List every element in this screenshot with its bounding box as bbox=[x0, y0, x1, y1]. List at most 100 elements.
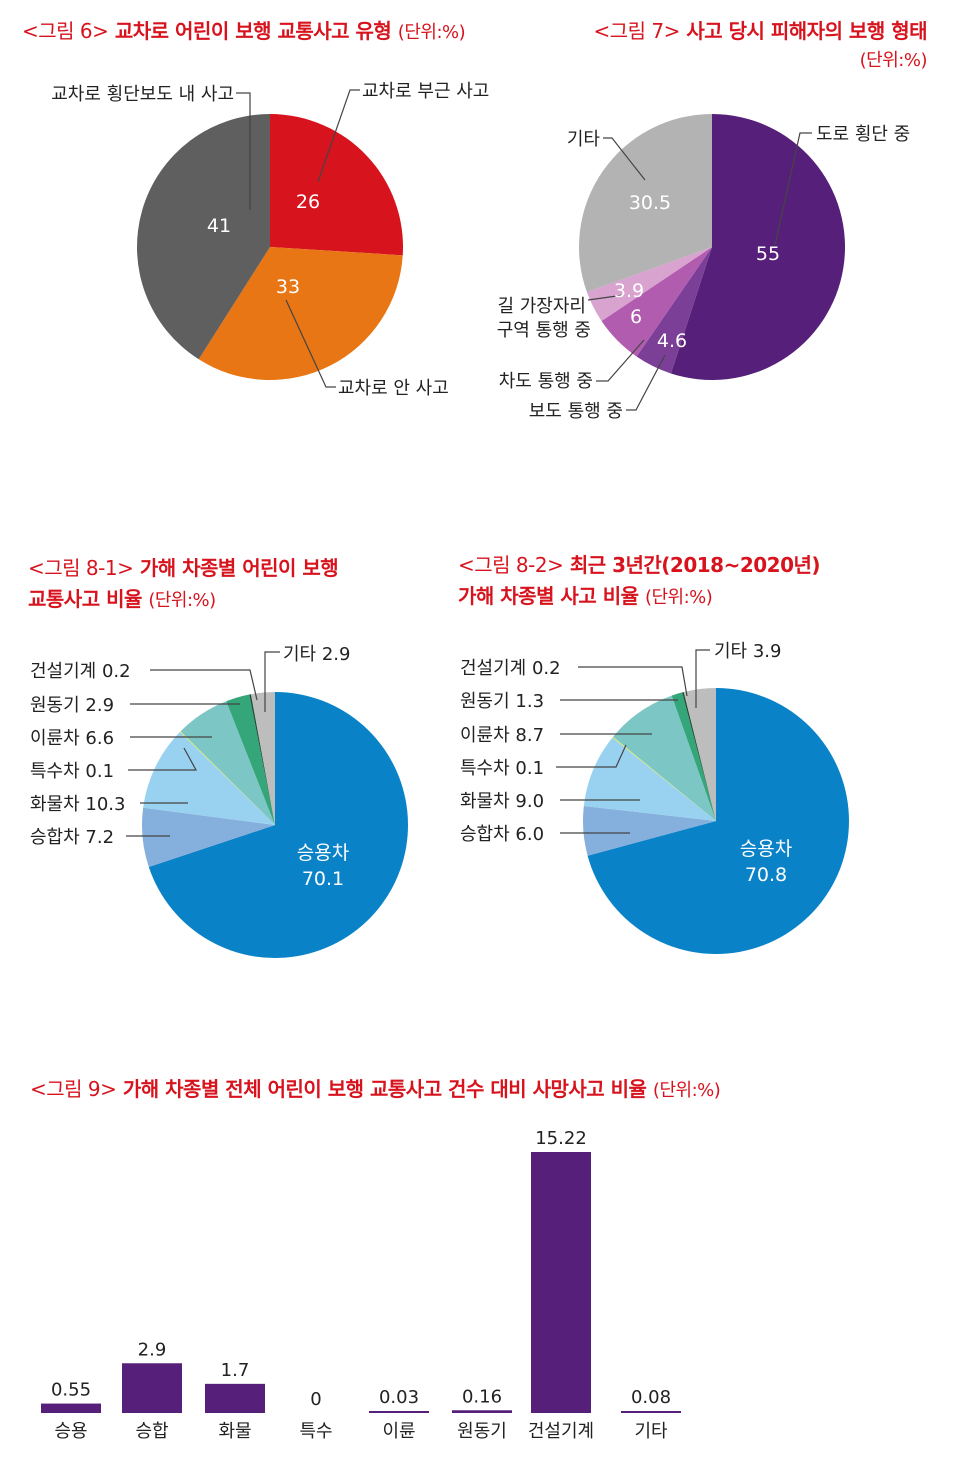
fig6-slices bbox=[136, 114, 404, 381]
fig82-slice-0 bbox=[587, 688, 849, 954]
fig82-label-건설기계: 건설기계 0.2 bbox=[460, 658, 561, 679]
fig7-label-etc: 기타 bbox=[567, 129, 601, 150]
fig9-value-승합: 2.9 bbox=[138, 1339, 167, 1360]
fig9-bar-화물 bbox=[205, 1383, 265, 1413]
fig7-value-0: 55 bbox=[756, 243, 780, 265]
fig9-category-승합: 승합 bbox=[135, 1421, 168, 1442]
fig82-title-second-line: 가해 차종별 사고 비율 (단위:%) bbox=[458, 581, 713, 613]
fig7-slice-3 bbox=[586, 247, 712, 322]
fig81-label-건설기계: 건설기계 0.2 bbox=[30, 661, 131, 682]
fig7-value-2: 6 bbox=[630, 306, 642, 328]
fig7-number: <그림 7> bbox=[593, 19, 680, 43]
fig6-title: <그림 6> 교차로 어린이 보행 교통사고 유형 (단위:%) bbox=[22, 16, 466, 48]
fig9-title: <그림 9> 가해 차종별 전체 어린이 보행 교통사고 건수 대비 사망사고 … bbox=[30, 1074, 721, 1106]
fig7-leader-etc bbox=[603, 137, 646, 181]
fig82-title-line1: 최근 3년간(2018~2020년) bbox=[569, 553, 821, 577]
fig7-slice-0 bbox=[670, 114, 846, 380]
fig9-value-특수: 0 bbox=[310, 1389, 321, 1410]
fig81-label-승합차: 승합차 7.2 bbox=[30, 827, 114, 848]
fig81-unit: (단위:%) bbox=[148, 590, 216, 611]
fig81-label-원동기: 원동기 2.9 bbox=[30, 695, 114, 716]
fig9-category-원동기: 원동기 bbox=[457, 1421, 507, 1442]
fig7-leader-sidewalk bbox=[626, 354, 666, 411]
fig81-label-화물차: 화물차 10.3 bbox=[30, 794, 125, 815]
fig7-slice-2 bbox=[601, 247, 712, 357]
fig81-leader-lines bbox=[126, 651, 280, 837]
fig81-slice-1 bbox=[141, 807, 275, 867]
fig9-value-원동기: 0.16 bbox=[462, 1386, 502, 1407]
fig9-category-건설기계: 건설기계 bbox=[528, 1421, 594, 1442]
fig7-title-text: 사고 당시 피해자의 보행 형태 bbox=[686, 19, 927, 43]
fig9-bar-건설기계 bbox=[531, 1152, 591, 1413]
fig81-title-line1: 가해 차종별 어린이 보행 bbox=[139, 556, 339, 580]
fig9-category-기타: 기타 bbox=[634, 1421, 668, 1442]
fig82-label-이륜차: 이륜차 8.7 bbox=[460, 725, 544, 746]
fig7-slice-1 bbox=[636, 247, 712, 374]
fig7-value-3: 3.9 bbox=[614, 280, 644, 302]
fig7-label-sidewalk: 보도 통행 중 bbox=[529, 401, 623, 422]
fig9-value-기타: 0.08 bbox=[631, 1387, 671, 1408]
fig6-title-text: 교차로 어린이 보행 교통사고 유형 bbox=[114, 19, 392, 43]
fig6-unit: (단위:%) bbox=[397, 22, 466, 43]
fig9-title-text: 가해 차종별 전체 어린이 보행 교통사고 건수 대비 사망사고 비율 bbox=[122, 1077, 647, 1101]
fig6-leader-near bbox=[317, 89, 360, 183]
fig81-center-label: 승용차 bbox=[297, 842, 349, 864]
fig81-label-이륜차: 이륜차 6.6 bbox=[30, 728, 114, 749]
fig7-label-lane: 차도 통행 중 bbox=[499, 371, 593, 392]
fig7-label-edge-1: 길 가장자리 bbox=[497, 296, 586, 317]
fig82-label-승합차: 승합차 6.0 bbox=[460, 824, 544, 845]
fig9-value-승용: 0.55 bbox=[51, 1380, 91, 1401]
fig82-leader-etc bbox=[695, 649, 710, 708]
fig6-label-near: 교차로 부근 사고 bbox=[362, 81, 489, 102]
fig81-slice-7 bbox=[250, 692, 275, 825]
fig7-value-1: 4.6 bbox=[657, 330, 687, 352]
fig81-leader-6 bbox=[150, 669, 258, 701]
fig81-number: <그림 8-1> bbox=[28, 556, 134, 580]
fig6-label-inside: 교차로 안 사고 bbox=[338, 378, 449, 399]
fig9-bar-이륜 bbox=[369, 1411, 429, 1413]
fig7-leader-road bbox=[774, 132, 812, 246]
fig6-slice-0 bbox=[270, 114, 404, 256]
fig82-slice-7 bbox=[683, 687, 716, 821]
fig9-category-화물: 화물 bbox=[218, 1421, 251, 1442]
fig9-bar-원동기 bbox=[452, 1410, 512, 1413]
fig6-number: <그림 6> bbox=[22, 19, 109, 43]
fig82-center-value: 70.8 bbox=[745, 864, 787, 886]
fig81-slice-2 bbox=[143, 731, 275, 825]
fig81-slice-3 bbox=[180, 731, 275, 825]
fig81-slice-0 bbox=[148, 692, 409, 958]
fig9-value-화물: 1.7 bbox=[221, 1360, 250, 1381]
fig9-category-특수: 특수 bbox=[299, 1421, 332, 1442]
fig9-value-이륜: 0.03 bbox=[379, 1387, 419, 1408]
fig6-value-2: 41 bbox=[207, 215, 231, 237]
fig9-number: <그림 9> bbox=[30, 1077, 117, 1101]
fig82-center-label: 승용차 bbox=[740, 838, 792, 860]
fig82-slice-4 bbox=[612, 695, 716, 821]
fig6-value-1: 33 bbox=[276, 276, 300, 298]
fig82-label-원동기: 원동기 1.3 bbox=[460, 691, 544, 712]
fig9-category-이륜: 이륜 bbox=[382, 1421, 415, 1442]
fig81-title: <그림 8-1> 가해 차종별 어린이 보행 bbox=[28, 553, 339, 583]
fig82-slice-6 bbox=[682, 691, 716, 821]
fig81-title-second-line: 교통사고 비율 (단위:%) bbox=[28, 584, 216, 616]
fig7-unit-line: (단위:%) bbox=[860, 44, 928, 76]
fig9-value-건설기계: 15.22 bbox=[535, 1128, 587, 1149]
fig9-category-승용: 승용 bbox=[54, 1421, 87, 1442]
fig7-title: <그림 7> 사고 당시 피해자의 보행 형태 bbox=[593, 16, 927, 46]
fig82-leader-3 bbox=[556, 744, 627, 768]
fig82-number: <그림 8-2> bbox=[458, 553, 564, 577]
fig81-slice-5 bbox=[226, 694, 275, 825]
fig81-title-line2: 교통사고 비율 bbox=[28, 587, 142, 611]
fig82-title: <그림 8-2> 최근 3년간(2018~2020년) bbox=[458, 550, 821, 580]
fig81-label-특수차: 특수차 0.1 bbox=[30, 761, 114, 782]
fig7-leader-lane bbox=[596, 339, 645, 382]
fig6-value-0: 26 bbox=[296, 191, 320, 213]
fig6-leader-crosswalk bbox=[236, 92, 251, 210]
fig9-bar-기타 bbox=[621, 1411, 681, 1413]
fig82-label-화물차: 화물차 9.0 bbox=[460, 791, 544, 812]
